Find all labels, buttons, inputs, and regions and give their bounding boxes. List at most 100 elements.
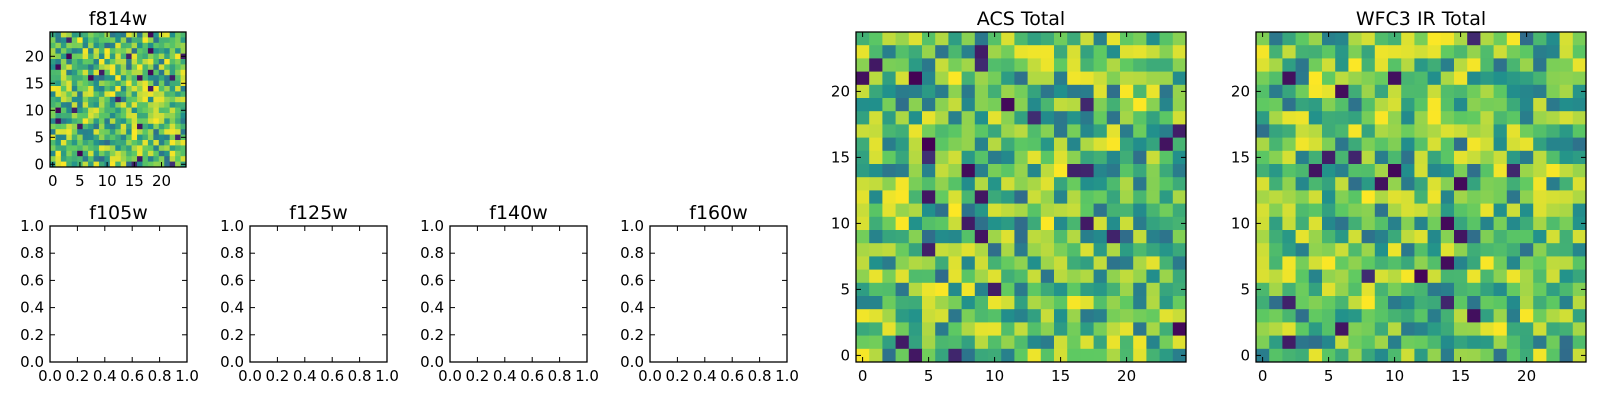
heatmap-cell [1001,190,1015,204]
heatmap-cell [1133,322,1147,336]
heatmap-cell [1027,216,1042,231]
heatmap-cell [120,91,127,98]
heatmap-cell [856,309,870,323]
heatmap-cell [1572,348,1587,363]
heatmap-cell [1335,335,1349,350]
heatmap-cell [1440,322,1455,336]
heatmap-cell [1440,45,1455,59]
heatmap-cell [1572,84,1587,99]
heatmap-cell [1467,348,1481,363]
heatmap-cell [935,243,949,257]
heatmap-cell [1080,32,1094,46]
heatmap-cell [1322,84,1336,99]
heatmap-cell [131,102,138,108]
heatmap-cell [1361,322,1376,336]
heatmap-cell [1520,309,1534,323]
heatmap-cell [1106,124,1121,138]
heatmap-cell [1533,111,1547,125]
heatmap-cell [1361,164,1376,178]
y-tick-label: 0.4 [20,299,44,317]
heatmap-cell [856,137,870,152]
heatmap-cell [71,123,78,130]
heatmap-cell [1027,164,1042,178]
heatmap-cell [895,32,910,46]
heatmap-cell [104,86,111,92]
heatmap-cell [147,123,154,130]
heatmap-cell [1133,296,1147,310]
heatmap-cell [895,177,910,191]
heatmap-cell [104,123,111,130]
heatmap-cell [126,80,132,87]
heatmap-cell [1401,45,1415,59]
heatmap-cell [1014,177,1028,191]
heatmap-cell [1440,335,1455,350]
heatmap-cell [1493,216,1508,231]
heatmap-cell [1133,150,1147,165]
heatmap-cell [1256,216,1270,231]
heatmap-cell [164,107,171,114]
heatmap-cell [1506,32,1521,46]
heatmap-cell [131,69,138,76]
heatmap-cell [158,48,165,54]
heatmap-cell [869,243,883,257]
heatmap-cell [1467,111,1481,125]
heatmap-cell [1559,45,1574,59]
heatmap-cell [98,86,105,92]
heatmap-cell [935,164,949,178]
heatmap-cell [988,190,1002,204]
heatmap-cell [1106,348,1121,363]
heatmap-cell [1146,203,1160,218]
heatmap-cell [115,37,122,44]
heatmap-cell [1133,309,1147,323]
heatmap-cell [71,91,78,98]
heatmap-cell [869,322,883,336]
heatmap-cell [50,48,56,54]
heatmap-cell [1067,216,1081,231]
heatmap-cell [1401,335,1415,350]
x-tick-label: 1.0 [575,367,599,385]
heatmap-cell [126,118,132,125]
heatmap-cell [169,69,176,76]
heatmap-cell [1295,203,1310,218]
heatmap-cell [1414,309,1428,323]
heatmap-cell [1454,243,1468,257]
heatmap-cell [120,64,127,71]
y-tick-label: 0.8 [20,244,44,262]
heatmap-cell [142,32,149,38]
x-tick-label: 0.4 [693,367,717,385]
heatmap-cell [988,309,1002,323]
heatmap-cell [88,140,94,146]
heatmap-cell [1014,282,1028,297]
heatmap-cell [175,32,181,38]
heatmap-cell [1159,282,1174,297]
heatmap-cell [137,134,143,141]
heatmap-cell [988,322,1002,336]
heatmap-cell [1027,32,1042,46]
heatmap-cell [1159,98,1174,112]
heatmap-cell [1533,282,1547,297]
heatmap-cell [180,102,187,108]
heatmap-cell [55,48,62,54]
heatmap-cell [153,161,160,168]
heatmap-cell [974,124,989,138]
heatmap-cell [175,96,181,103]
heatmap-cell [1256,309,1270,323]
x-tick-label: 10 [98,172,117,190]
heatmap-cell [1546,296,1560,310]
heatmap-cell [948,282,962,297]
heatmap-cell [77,48,84,54]
heatmap-cell [961,84,976,99]
heatmap-cell [1054,58,1068,72]
heatmap-cell [169,96,176,103]
heatmap-cell [1256,137,1270,152]
heatmap-cell [1027,137,1042,152]
heatmap-cell [120,156,127,162]
heatmap-cell [1414,335,1428,350]
heatmap-cell [120,80,127,87]
heatmap-cell [175,75,181,81]
heatmap-cell [1282,256,1296,270]
heatmap-cell [1388,71,1402,86]
heatmap-cell [147,69,154,76]
